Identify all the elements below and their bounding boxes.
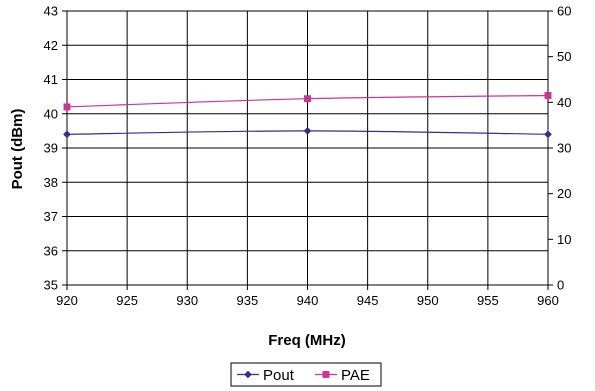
y2-tick-label: 30 — [557, 141, 571, 156]
y2-tick-label: 50 — [557, 49, 571, 64]
legend-marker-pout — [244, 370, 252, 379]
x-tick-label: 960 — [537, 293, 559, 308]
y-tick-label: 41 — [44, 72, 58, 87]
legend: Pout PAE — [230, 362, 382, 387]
series-pae — [63, 92, 552, 111]
y-tick-label: 35 — [44, 278, 58, 293]
x-tick-label: 925 — [116, 293, 138, 308]
data-point-pae — [544, 92, 552, 99]
y2-tick-label: 40 — [557, 95, 571, 110]
x-tick-label: 935 — [237, 293, 259, 308]
grid — [66, 10, 549, 286]
tick-labels: 920 925 930 935 940 945 950 955 960 35 36 37 38 39 40 4… — [44, 4, 572, 309]
y-tick-label: 37 — [44, 209, 58, 224]
data-point-pout — [63, 130, 71, 139]
x-tick-label: 940 — [297, 293, 319, 308]
legend-label-pae: PAE — [341, 367, 370, 384]
y-tick-label: 40 — [44, 106, 58, 121]
x-tick-label: 945 — [357, 293, 379, 308]
data-point-pae — [304, 95, 311, 103]
y-tick-label: 36 — [44, 243, 58, 258]
x-tick-label: 950 — [417, 293, 439, 308]
axes — [62, 10, 553, 290]
y2-tick-label: 60 — [557, 4, 571, 19]
y-tick-label: 38 — [44, 175, 58, 190]
x-tick-label: 955 — [477, 293, 499, 308]
x-tick-label: 930 — [176, 293, 198, 308]
y-tick-label: 39 — [44, 141, 58, 156]
data-point-pout — [544, 130, 552, 139]
x-axis-title: Freq (MHz) — [268, 332, 346, 349]
x-tick-label: 920 — [56, 293, 78, 308]
data-point-pout — [303, 126, 312, 135]
y-tick-label: 42 — [44, 38, 58, 53]
y2-tick-label: 20 — [557, 186, 571, 201]
legend-marker-pae — [322, 371, 330, 378]
legend-label-pout: Pout — [263, 367, 295, 384]
series — [63, 92, 552, 139]
data-point-pae — [63, 103, 71, 111]
y2-tick-label: 0 — [557, 278, 564, 293]
legend-box — [230, 362, 382, 387]
y2-tick-label: 10 — [557, 232, 571, 247]
series-pout — [63, 126, 552, 139]
y-tick-label: 43 — [44, 4, 58, 19]
y-axis-title: Pout (dBm) — [9, 109, 26, 190]
